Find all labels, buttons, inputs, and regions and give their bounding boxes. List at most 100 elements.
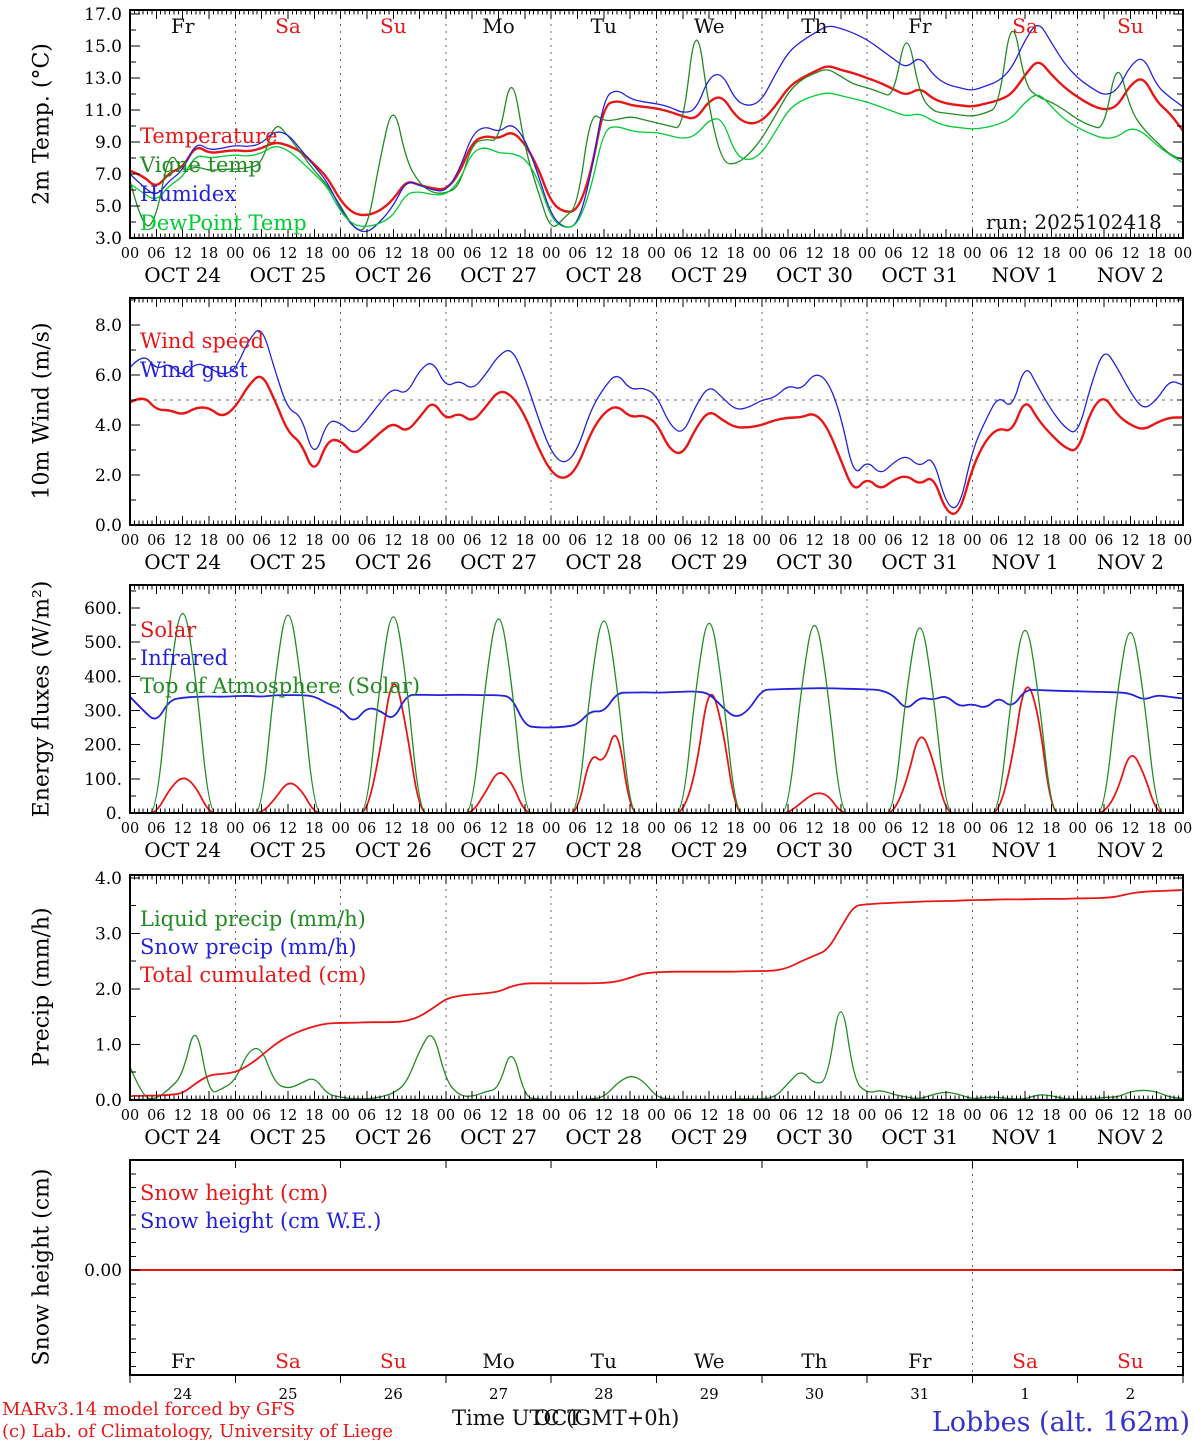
day-number-label: 28 <box>594 1385 613 1403</box>
x-time-label: 06 <box>1095 821 1113 837</box>
x-time-label: 06 <box>674 533 692 549</box>
day-number-label: 29 <box>700 1385 719 1403</box>
x-time-label: 06 <box>1095 246 1113 262</box>
x-time-label: 18 <box>621 821 639 837</box>
legend-snow-precip-mm-h: Snow precip (mm/h) <box>140 935 357 959</box>
x-time-label: 18 <box>621 533 639 549</box>
x-time-label: 06 <box>252 533 270 549</box>
x-time-label: 00 <box>858 821 876 837</box>
x-date-label: OCT 31 <box>881 550 958 574</box>
series-dewpoint-temp <box>130 92 1183 228</box>
x-time-label: 12 <box>173 533 191 549</box>
day-number-label: 27 <box>489 1385 508 1403</box>
y-tick-label: 3.0 <box>95 229 122 249</box>
x-time-label: 06 <box>884 533 902 549</box>
x-time-label: 00 <box>858 1108 876 1124</box>
x-time-label: 12 <box>1121 533 1139 549</box>
y-ticks <box>130 299 1183 526</box>
y-tick-label: 17.0 <box>84 5 122 25</box>
x-time-label: 18 <box>621 1108 639 1124</box>
day-boundary-gridlines <box>234 585 1079 813</box>
y-axis-title-wind: 10m Wind (m/s) <box>29 322 55 500</box>
series-vigne-temp <box>130 30 1183 231</box>
x-time-label: 06 <box>989 821 1007 837</box>
x-date-label: OCT 29 <box>671 838 748 862</box>
day-number-label: 26 <box>384 1385 403 1403</box>
x-time-label: 18 <box>726 246 744 262</box>
day-boundary-gridlines <box>234 875 1079 1100</box>
month-overlap-label: OCT <box>534 1406 582 1430</box>
x-time-label: 18 <box>1147 821 1165 837</box>
x-date-label: OCT 27 <box>460 263 537 287</box>
x-time-label: 18 <box>305 533 323 549</box>
x-time-label: 12 <box>1016 1108 1034 1124</box>
x-time-label: 18 <box>516 246 534 262</box>
x-time-label: 00 <box>963 821 981 837</box>
x-time-label: 00 <box>858 246 876 262</box>
weekday-label: We <box>694 1349 725 1373</box>
x-time-label: 06 <box>884 821 902 837</box>
x-time-label: 18 <box>1042 246 1060 262</box>
x-time-label: 18 <box>410 1108 428 1124</box>
x-time-label: 12 <box>700 821 718 837</box>
x-time-label: 18 <box>832 1108 850 1124</box>
y-tick-label: 200. <box>84 736 122 756</box>
x-time-label: 00 <box>121 533 139 549</box>
x-time-label: 00 <box>437 1108 455 1124</box>
x-time-label: 00 <box>331 1108 349 1124</box>
x-time-label: 00 <box>542 246 560 262</box>
legend-top-of-atmosphere-solar: Top of Atmosphere (Solar) <box>140 674 420 698</box>
weekday-label: Su <box>1117 1349 1144 1373</box>
x-time-label: 12 <box>1016 246 1034 262</box>
x-date-label: OCT 24 <box>144 550 221 574</box>
x-time-label: 00 <box>542 1108 560 1124</box>
x-time-label: 06 <box>884 246 902 262</box>
day-number-label: 2 <box>1126 1385 1136 1403</box>
x-time-label: 18 <box>937 1108 955 1124</box>
x-date-label: OCT 24 <box>144 1125 221 1149</box>
x-time-label: 00 <box>1068 821 1086 837</box>
x-date-label: OCT 25 <box>250 263 327 287</box>
x-date-label: OCT 28 <box>565 263 642 287</box>
x-time-label: 06 <box>568 821 586 837</box>
x-time-label: 06 <box>147 246 165 262</box>
x-time-label: 18 <box>410 821 428 837</box>
series-infrared <box>130 687 1183 729</box>
x-time-label: 06 <box>252 246 270 262</box>
y-tick-label: 4.0 <box>95 869 122 889</box>
x-time-label: 12 <box>911 1108 929 1124</box>
y-axis-title-energy: Energy fluxes (W/m²) <box>29 580 55 818</box>
x-time-label: 12 <box>489 533 507 549</box>
legend-wind-speed: Wind speed <box>140 329 264 353</box>
x-date-label: OCT 30 <box>776 550 853 574</box>
x-date-label: OCT 24 <box>144 263 221 287</box>
x-time-label: 00 <box>226 533 244 549</box>
x-time-label: 18 <box>1042 533 1060 549</box>
legend-vigne-temp: Vigne temp <box>139 153 262 177</box>
time-axis-label: Time UTC (GMT+0h) <box>452 1406 680 1430</box>
y-tick-label: 2.0 <box>95 980 122 1000</box>
x-date-label: OCT 30 <box>776 263 853 287</box>
x-time-label: 12 <box>384 821 402 837</box>
x-time-label: 06 <box>252 821 270 837</box>
legend-dewpoint-temp: DewPoint Temp <box>140 211 307 235</box>
x-date-label: OCT 25 <box>250 838 327 862</box>
x-time-label: 06 <box>147 1108 165 1124</box>
x-time-label: 06 <box>463 246 481 262</box>
y-tick-label: 400. <box>84 667 122 687</box>
x-time-label: 18 <box>305 246 323 262</box>
x-time-label: 18 <box>1147 533 1165 549</box>
x-time-label: 00 <box>542 533 560 549</box>
weekday-label: Fr <box>908 1349 932 1373</box>
x-date-label: OCT 30 <box>776 838 853 862</box>
x-time-label: 12 <box>911 821 929 837</box>
station-label: Lobbes (alt. 162m) <box>931 1407 1190 1438</box>
panel-snow: 0.00 Fr Sa Su Mo Tu We Th Fr Sa Su 24 25 26 27 28 29 30 31… <box>84 1159 1184 1403</box>
x-time-label: 06 <box>1095 533 1113 549</box>
x-time-label: 06 <box>147 533 165 549</box>
legend-wind-gust: Wind gust <box>140 358 248 382</box>
x-time-label: 06 <box>884 1108 902 1124</box>
weekday-label: Mo <box>482 14 515 38</box>
x-date-label: NOV 1 <box>992 838 1059 862</box>
y-tick-label: 0. <box>106 804 122 824</box>
